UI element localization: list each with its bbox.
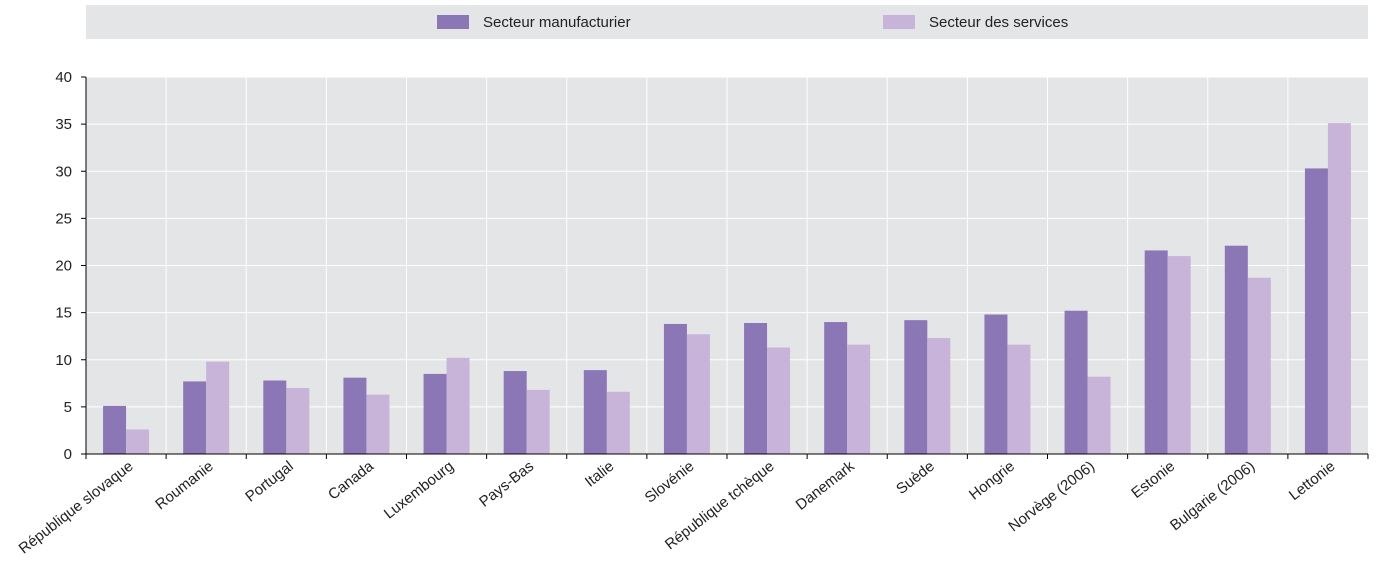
bar-manufacturing: [343, 377, 367, 454]
x-tick-label: Estonie: [1128, 458, 1178, 502]
bar-services: [1167, 256, 1191, 454]
x-tick-label: Portugal: [242, 458, 296, 506]
x-tick-label: Suède: [893, 458, 938, 498]
bar-manufacturing: [1304, 168, 1328, 455]
bar-manufacturing: [423, 373, 447, 454]
x-tick-label: Hongrie: [966, 458, 1018, 504]
x-tick-label: Italie: [582, 458, 617, 491]
bar-services: [927, 338, 951, 454]
legend-label-services: Secteur des services: [929, 13, 1069, 31]
y-tick-label: 5: [64, 399, 72, 416]
legend: Secteur manufacturier Secteur des servic…: [86, 5, 1368, 39]
y-tick-label: 25: [55, 210, 72, 227]
bar-manufacturing: [904, 320, 928, 454]
x-tick-label: Luxembourg: [381, 458, 457, 523]
x-tick-label: République slovaque: [16, 458, 137, 558]
bar-services: [206, 361, 230, 454]
bar-manufacturing: [263, 380, 287, 454]
y-tick-label: 0: [64, 446, 72, 463]
bar-services: [366, 394, 390, 454]
x-tick-label: Roumanie: [152, 458, 216, 513]
bar-manufacturing: [103, 405, 127, 454]
legend-label-manufacturing: Secteur manufacturier: [483, 13, 631, 31]
bar-services: [1327, 123, 1351, 455]
bar-manufacturing: [503, 371, 527, 454]
legend-item-services: Secteur des services: [883, 5, 1068, 39]
bar-manufacturing: [1144, 250, 1168, 454]
bar-manufacturing: [984, 314, 1008, 454]
bar-services: [606, 391, 630, 454]
bar-services: [126, 429, 150, 454]
bar-services: [767, 347, 791, 454]
bar-services: [847, 344, 871, 454]
bar-services: [686, 334, 710, 454]
y-tick-label: 10: [55, 352, 72, 369]
x-tick-label: Bulgarie (2006): [1167, 458, 1258, 535]
y-tick-label: 40: [55, 69, 72, 86]
bar-manufacturing: [824, 322, 848, 454]
bar-services: [1007, 344, 1031, 454]
y-tick-label: 30: [55, 163, 72, 180]
bar-manufacturing: [583, 370, 607, 454]
legend-swatch-manufacturing: [437, 15, 469, 29]
bar-services: [526, 389, 550, 454]
legend-swatch-services: [883, 15, 915, 29]
bar-manufacturing: [1064, 310, 1088, 454]
y-tick-label: 15: [55, 305, 72, 322]
bar-manufacturing: [183, 381, 207, 454]
legend-item-manufacturing: Secteur manufacturier: [437, 5, 631, 39]
bar-services: [446, 357, 470, 454]
x-tick-label: Danemark: [793, 457, 858, 513]
x-tick-label: Norvège (2006): [1005, 458, 1098, 536]
y-tick-label: 20: [55, 258, 72, 275]
bar-services: [1087, 376, 1111, 454]
bar-manufacturing: [1224, 245, 1248, 454]
x-tick-label: Lettonie: [1286, 458, 1339, 504]
x-tick-label: Pays-Bas: [476, 458, 537, 511]
bar-services: [1247, 277, 1271, 454]
bar-manufacturing: [744, 322, 768, 454]
y-tick-label: 35: [55, 116, 72, 133]
x-tick-label: Canada: [325, 457, 377, 503]
bar-manufacturing: [663, 323, 687, 454]
bar-services: [286, 388, 310, 454]
x-tick-label: Slovénie: [642, 458, 698, 507]
